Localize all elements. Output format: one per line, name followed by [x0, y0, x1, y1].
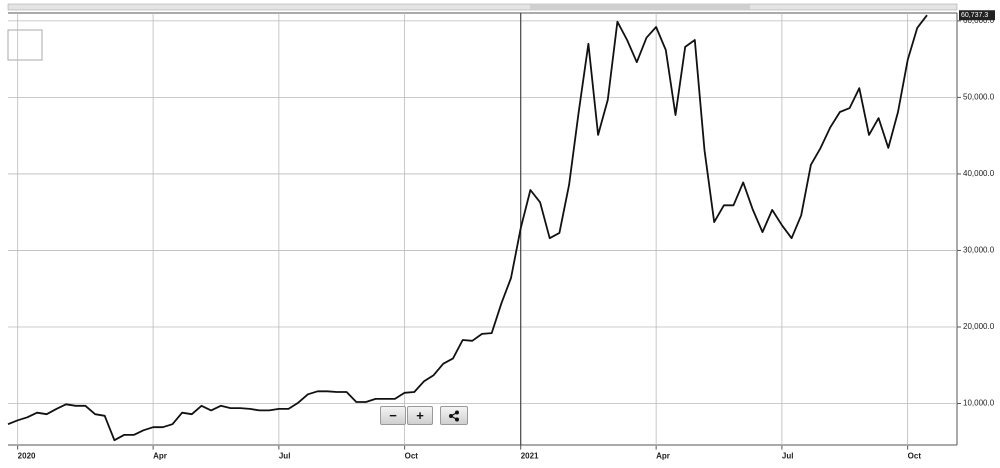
- x-tick-label: 2020: [18, 452, 36, 461]
- x-tick-label: Jul: [279, 452, 291, 461]
- y-tick-label: 50,000.0: [963, 93, 995, 102]
- y-tick-label: 20,000.0: [963, 322, 995, 331]
- zoom-in-button[interactable]: +: [407, 406, 433, 425]
- legend-box: [7, 29, 43, 61]
- x-tick-label: 2021: [521, 452, 539, 461]
- y-tick-label: 60,000.0: [963, 16, 995, 25]
- last-value-label: 60,737.3: [961, 12, 988, 19]
- share-button[interactable]: [440, 406, 468, 425]
- last-value-box: [959, 10, 995, 21]
- x-tick-label: Apr: [656, 452, 670, 461]
- x-tick-label: Apr: [153, 452, 167, 461]
- grid: 10,000.0 20,000.0 30,000.0 40,000.0 50,000.0…: [8, 13, 995, 461]
- y-tick-label: 10,000.0: [963, 399, 995, 408]
- navigator-bar: [7, 3, 958, 11]
- price-line: [7, 14, 928, 442]
- x-tick-label: Oct: [908, 452, 922, 461]
- x-tick-label: Oct: [405, 452, 419, 461]
- x-tick-label: Jul: [782, 452, 794, 461]
- navigator-handle[interactable]: [530, 4, 750, 10]
- y-tick-label: 40,000.0: [963, 169, 995, 178]
- zoom-out-button[interactable]: −: [380, 406, 406, 425]
- plot: 60,737.3: [7, 10, 995, 442]
- y-tick-label: 30,000.0: [963, 246, 995, 255]
- share-icon: [449, 410, 459, 421]
